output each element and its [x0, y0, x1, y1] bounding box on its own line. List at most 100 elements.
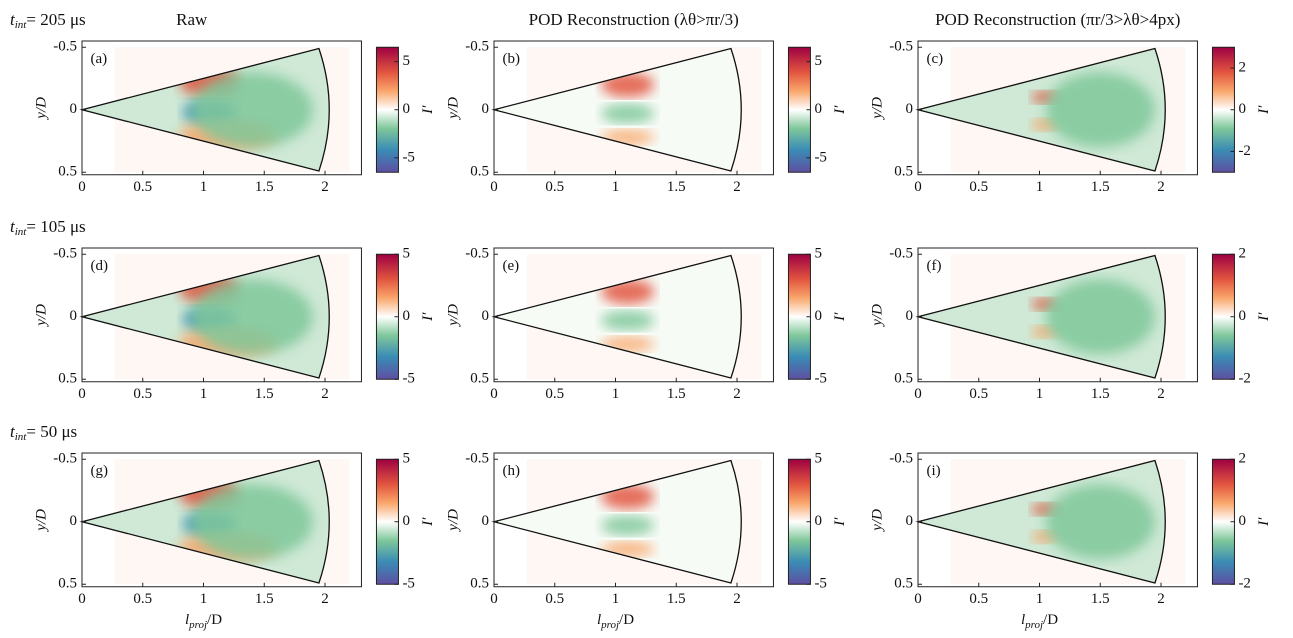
y-tick-label: 0.5 [470, 371, 489, 387]
x-tick-label: 0.5 [969, 179, 988, 195]
x-axis-label-symbol: l [597, 612, 601, 628]
colorbar-tick-label: -2 [1238, 143, 1251, 159]
field-blobs [1030, 484, 1155, 560]
row-label-subscript: int [15, 19, 28, 31]
x-tick-label: 0.5 [969, 591, 988, 607]
y-axis-label: y/D [33, 97, 49, 121]
colorbar-tick-label: 5 [402, 246, 410, 262]
row-label: tint= 105 μs [10, 217, 86, 238]
x-tick-label: 1 [200, 179, 208, 195]
x-tick-label: 1.5 [667, 591, 686, 607]
colorbar-tick-label: 0 [814, 101, 822, 117]
field-blobs [600, 72, 655, 145]
x-tick-label: 1.5 [667, 386, 686, 402]
x-tick-label: 1.5 [255, 386, 274, 402]
y-axis-label: y/D [869, 509, 885, 533]
x-tick-label: 2 [1157, 386, 1165, 402]
column-title: POD Reconstruction (λθ>πr/3) [529, 10, 739, 29]
field-blob [191, 484, 313, 560]
x-tick-label: 1.5 [1091, 179, 1110, 195]
colorbar-tick-label: 5 [814, 53, 822, 69]
colorbar-tick-label: -5 [402, 371, 415, 387]
wedge-outline [79, 459, 330, 584]
panel-letter: (h) [503, 463, 521, 479]
row-label-rest: = 50 μs [26, 422, 77, 441]
panel-letter: (c) [927, 51, 944, 67]
wedge-outline [915, 47, 1166, 172]
x-axis-label: lproj/D [597, 612, 634, 630]
row-label-symbol: t [10, 217, 16, 236]
y-tick-label: -0.5 [889, 39, 913, 55]
colorbar-tick-label: -5 [402, 576, 415, 592]
colorbar-tick-label: 0 [402, 101, 410, 117]
x-tick-label: 0.5 [969, 386, 988, 402]
x-axis-label-rest: /D [1043, 612, 1058, 628]
colorbar-tick-label: 0 [402, 308, 410, 324]
x-tick-label: 0.5 [545, 386, 564, 402]
colorbar-tick-label: -2 [1238, 371, 1251, 387]
y-tick-label: -0.5 [465, 246, 489, 262]
panel-letter: (f) [927, 258, 942, 274]
colorbar-tick-label: 2 [1238, 60, 1246, 76]
y-tick-label: -0.5 [465, 451, 489, 467]
colorbar-tick-label: -5 [402, 149, 415, 165]
y-tick-label: -0.5 [53, 451, 77, 467]
x-tick-label: 1.5 [255, 179, 274, 195]
colorbar-label: I′ [1256, 312, 1272, 322]
wedge-outline [79, 254, 330, 379]
colorbar-label: I′ [832, 312, 848, 322]
wedge-outline [79, 47, 330, 172]
x-tick-label: 0 [78, 179, 86, 195]
y-tick-label: 0.5 [470, 164, 489, 180]
field-blob [600, 310, 655, 331]
field-blob [191, 72, 313, 148]
colorbar-tick-label: 0 [1238, 513, 1246, 529]
x-axis-label-rest: /D [207, 612, 222, 628]
x-tick-label: 0 [490, 179, 498, 195]
y-axis-label: y/D [445, 304, 461, 328]
x-axis-label-rest: /D [619, 612, 634, 628]
field-blob [600, 515, 655, 536]
y-tick-label: 0 [906, 513, 914, 529]
y-tick-label: -0.5 [889, 246, 913, 262]
x-tick-label: 0 [490, 386, 498, 402]
y-tick-label: 0.5 [470, 576, 489, 592]
x-tick-label: 0.5 [133, 386, 152, 402]
y-axis-label: y/D [33, 509, 49, 533]
x-tick-label: 1 [200, 386, 208, 402]
field-blob [1045, 72, 1155, 148]
field-blobs [1030, 279, 1155, 355]
field-blob [191, 279, 313, 355]
y-tick-label: 0 [482, 101, 490, 117]
y-tick-label: 0 [906, 308, 914, 324]
row-label-symbol: t [10, 422, 16, 441]
colorbar-tick-label: 0 [1238, 101, 1246, 117]
x-tick-label: 0 [78, 591, 86, 607]
x-axis-label-symbol: l [185, 612, 189, 628]
x-tick-label: 2 [1157, 591, 1165, 607]
colorbar-label: I′ [420, 517, 436, 527]
colorbar-tick-label: -5 [814, 371, 827, 387]
y-tick-label: 0 [482, 513, 490, 529]
x-tick-label: 2 [321, 179, 329, 195]
x-axis-label-subscript: proj [600, 618, 619, 630]
panel-letter: (e) [503, 258, 520, 274]
y-tick-label: 0 [70, 513, 78, 529]
y-axis-label: y/D [869, 97, 885, 121]
x-tick-label: 1 [1036, 386, 1044, 402]
y-tick-label: 0.5 [894, 164, 913, 180]
y-tick-label: 0 [906, 101, 914, 117]
x-tick-label: 2 [1157, 179, 1165, 195]
row-label-rest: = 105 μs [26, 217, 85, 236]
x-tick-label: 1 [612, 179, 620, 195]
x-tick-label: 0 [914, 591, 922, 607]
colorbar-label: I′ [1256, 105, 1272, 115]
colorbar-tick-label: 5 [402, 451, 410, 467]
colorbar-tick-label: 0 [814, 513, 822, 529]
x-tick-label: 0.5 [545, 591, 564, 607]
x-tick-label: 0 [78, 386, 86, 402]
y-tick-label: -0.5 [53, 246, 77, 262]
x-axis-label: lproj/D [1021, 612, 1058, 630]
x-tick-label: 1 [1036, 591, 1044, 607]
y-tick-label: 0 [482, 308, 490, 324]
